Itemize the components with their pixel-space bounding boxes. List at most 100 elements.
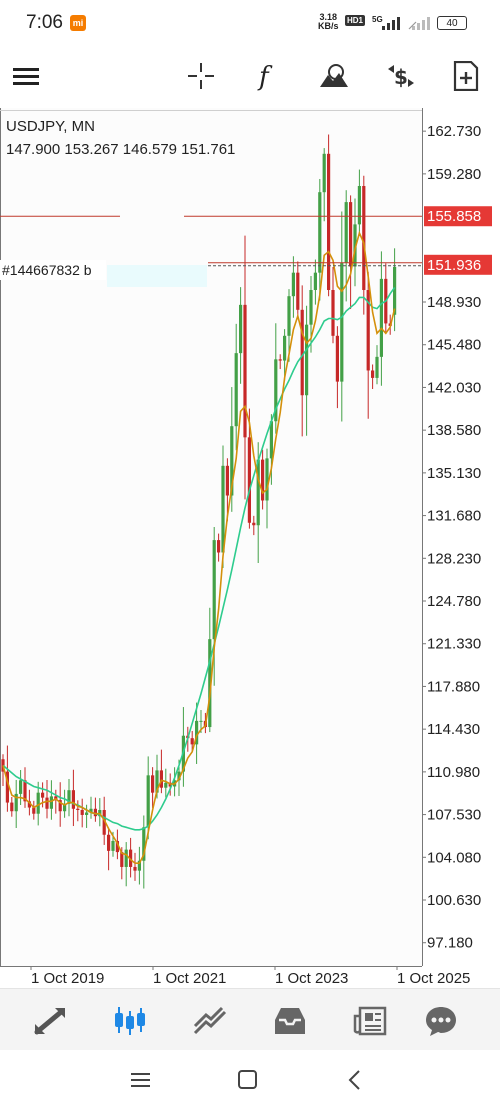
- candle-body: [225, 465, 229, 496]
- candle-body: [393, 266, 397, 315]
- function-icon: f: [257, 62, 273, 91]
- y-axis-label: 117.880: [427, 678, 480, 695]
- candle-body: [208, 639, 212, 728]
- candle-body: [36, 792, 40, 814]
- candle-body: [234, 353, 238, 427]
- home-icon[interactable]: [237, 1069, 259, 1091]
- candle-body: [252, 522, 256, 526]
- y-axis-label: 114.430: [427, 721, 480, 738]
- status-time: 7:06: [26, 12, 63, 33]
- news-icon: [353, 1006, 387, 1036]
- candle-body: [85, 812, 89, 815]
- moving-average-fast: [2, 230, 396, 864]
- history-icon: [275, 1008, 305, 1034]
- candle-body: [151, 775, 155, 793]
- candle-body: [318, 192, 322, 273]
- x-axis-label: 1 Oct 2021: [153, 970, 226, 987]
- candle-body: [335, 335, 339, 382]
- candle-body: [305, 324, 309, 396]
- candle-body: [41, 792, 45, 798]
- y-axis-label: 142.030: [427, 379, 481, 396]
- candle-body: [366, 290, 370, 371]
- candle-body: [287, 296, 291, 336]
- signal-icon: [382, 17, 400, 30]
- candle-body: [19, 780, 23, 794]
- candle-body: [89, 808, 93, 813]
- candle-body: [291, 272, 295, 297]
- candle-body: [80, 810, 84, 815]
- candle-body: [362, 186, 366, 290]
- news-tab[interactable]: [350, 1001, 390, 1041]
- hd-badge: HD1: [345, 15, 366, 26]
- current-price-tag: [424, 254, 492, 275]
- candle-body: [283, 335, 287, 361]
- back-icon[interactable]: [345, 1069, 365, 1091]
- objects-button[interactable]: [314, 56, 354, 96]
- candle-body: [371, 370, 375, 378]
- candle-body: [129, 849, 133, 867]
- crosshair-button[interactable]: [181, 56, 221, 96]
- candle-body: [120, 852, 124, 867]
- trade-button[interactable]: $: [381, 56, 421, 96]
- order-label-box[interactable]: #144667832 b: [0, 260, 106, 280]
- candle-body: [322, 153, 326, 193]
- price-chart[interactable]: 162.730 159.280 155.858 151.936 148.930 145.4…: [0, 108, 500, 988]
- new-chart-button[interactable]: [446, 56, 486, 96]
- candle-body: [327, 153, 331, 290]
- add-chart-icon: [453, 61, 479, 91]
- level-price-tag: [424, 206, 492, 227]
- candle-body: [124, 849, 128, 867]
- candle-body: [195, 720, 199, 745]
- trade-nav-icon: [193, 1006, 227, 1035]
- candle-body: [27, 801, 31, 808]
- candle-body: [344, 202, 348, 263]
- candle-body: [142, 827, 146, 861]
- candle-body: [274, 359, 278, 422]
- battery-icon: 40: [437, 16, 467, 30]
- candle-body: [265, 458, 269, 501]
- svg-text:f: f: [257, 62, 273, 91]
- candle-body: [146, 775, 150, 828]
- net-speed-value: 3.18: [319, 12, 338, 22]
- menu-button[interactable]: [6, 56, 46, 96]
- network-speed: 3.18 KB/s: [318, 13, 339, 31]
- candle-body: [357, 186, 361, 225]
- candle-body: [76, 808, 80, 810]
- history-tab[interactable]: [270, 1001, 310, 1041]
- trade-icon: $: [388, 65, 414, 89]
- recents-icon[interactable]: [130, 1070, 152, 1090]
- y-axis-label: 104.080: [427, 849, 481, 866]
- candle-body: [230, 426, 234, 496]
- candle-body: [133, 866, 137, 871]
- candle-body: [111, 840, 115, 851]
- candle-body: [212, 540, 216, 640]
- y-axis-label: 124.780: [427, 593, 481, 610]
- indicators-button[interactable]: f: [247, 56, 287, 96]
- signal-icon-secondary: [408, 17, 430, 30]
- candle-body: [331, 290, 335, 336]
- net-speed-unit: KB/s: [318, 21, 339, 31]
- candle-body: [5, 771, 9, 803]
- candle-body: [379, 278, 383, 357]
- y-axis-label: 107.530: [427, 807, 481, 824]
- y-axis-label: 97.180: [427, 935, 473, 952]
- crosshair-icon: [188, 63, 214, 89]
- system-navigation: [0, 1050, 500, 1111]
- candle-body: [115, 840, 119, 853]
- hamburger-icon: [13, 68, 39, 85]
- candle-body: [102, 810, 106, 835]
- y-axis-label: 110.980: [427, 764, 480, 781]
- x-axis-label: 1 Oct 2019: [31, 970, 104, 987]
- chart-canvas[interactable]: 162.730 159.280 155.858 151.936 148.930 145.4…: [0, 108, 500, 988]
- y-axis-label: 135.130: [427, 465, 481, 482]
- quotes-tab[interactable]: [30, 1001, 70, 1041]
- messages-tab[interactable]: [421, 1001, 461, 1041]
- chart-tab[interactable]: [110, 1001, 150, 1041]
- trade-tab[interactable]: [190, 1001, 230, 1041]
- candle-body: [296, 272, 300, 310]
- candle-body: [300, 309, 304, 396]
- messages-icon: [426, 1007, 456, 1036]
- candle-body: [177, 771, 181, 781]
- candle-body: [261, 459, 265, 501]
- y-axis-label: 138.580: [427, 422, 481, 439]
